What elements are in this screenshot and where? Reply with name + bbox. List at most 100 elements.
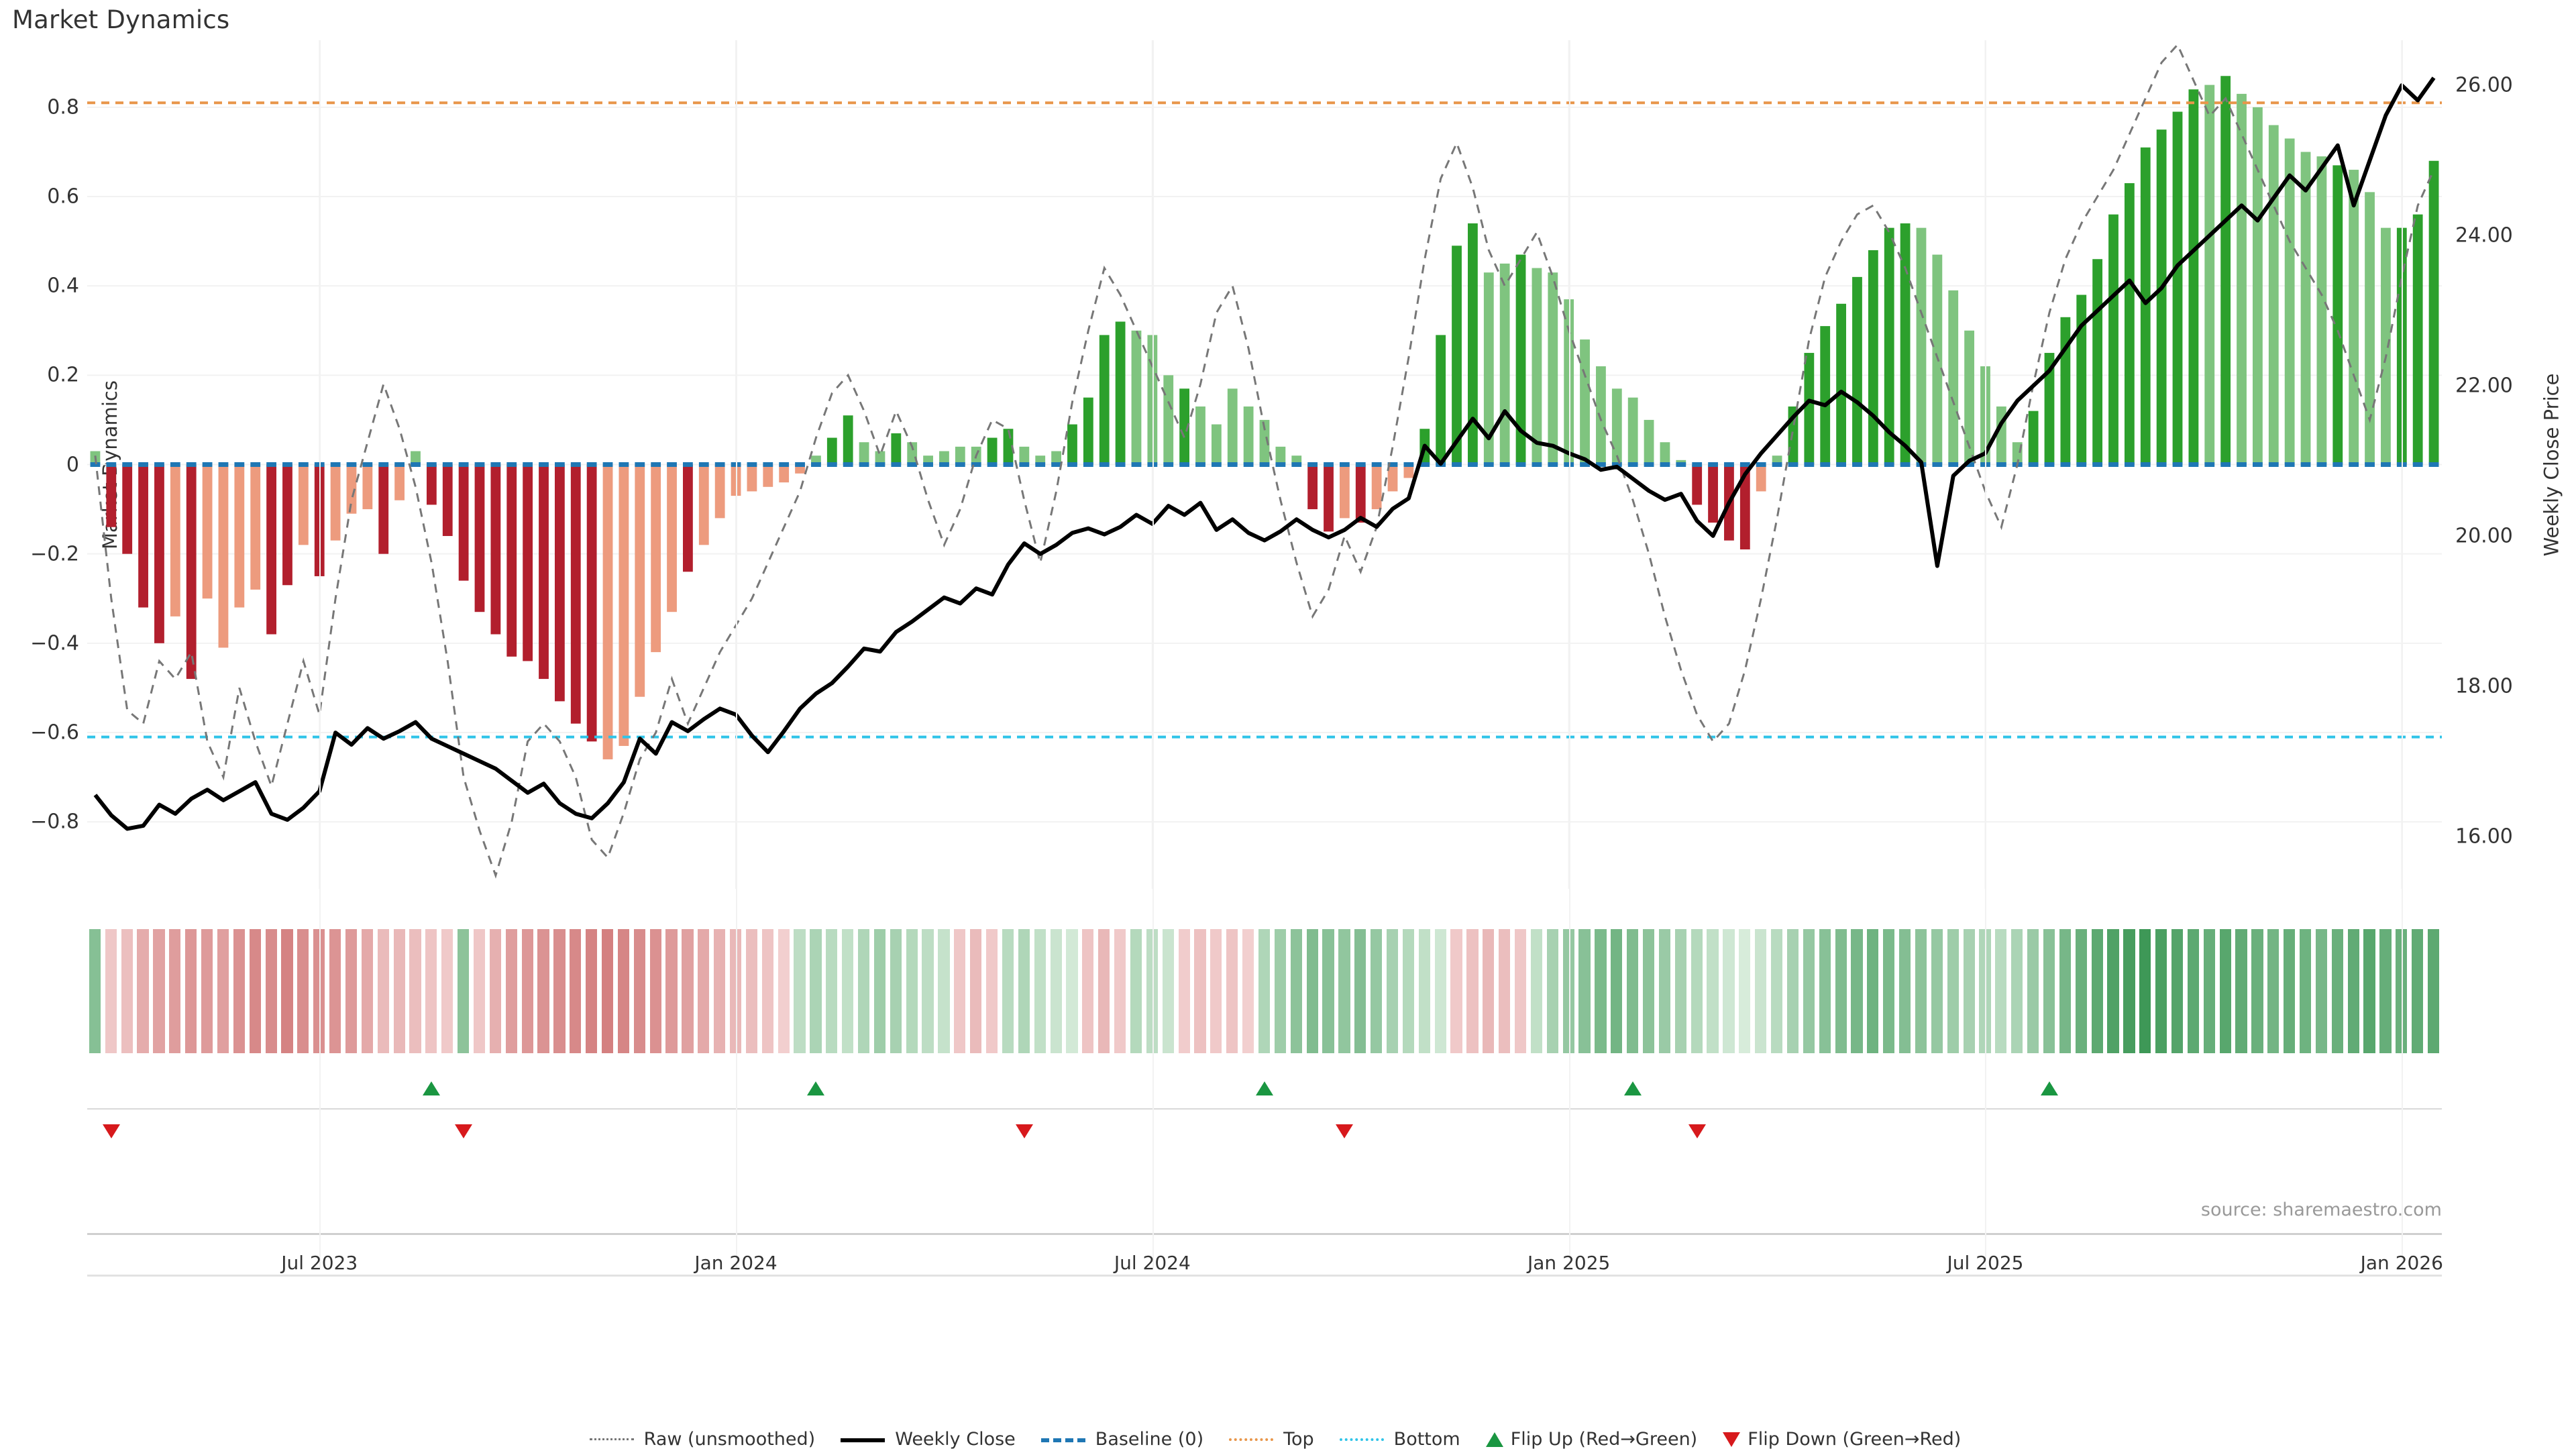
y-axis-right-tick-label: 16.00 — [2455, 824, 2513, 849]
heat-strip-cell — [185, 929, 197, 1053]
dynamics-bar — [891, 433, 902, 465]
heat-strip-cell — [458, 929, 470, 1053]
heat-strip-cell — [1867, 929, 1879, 1053]
dynamics-bar — [2044, 353, 2055, 465]
raw-unsmoothed-line — [94, 42, 2435, 879]
dynamics-bar — [1259, 419, 1270, 465]
heat-strip-cell — [473, 929, 486, 1053]
flip-up-marker-icon — [423, 1081, 441, 1095]
heat-strip-cell — [2107, 929, 2119, 1053]
heat-strip-cell — [537, 929, 549, 1053]
legend-line-swatch — [589, 1438, 634, 1440]
dynamics-bar — [2140, 147, 2151, 465]
x-axis-gridline — [1985, 40, 1987, 1268]
dynamics-bar — [1852, 276, 1862, 465]
legend-item[interactable]: Baseline (0) — [1040, 1429, 1204, 1449]
dynamics-bar — [2300, 152, 2311, 465]
dynamics-bar — [2428, 160, 2439, 465]
y-axis-left-tick-label: −0.6 — [30, 720, 79, 745]
heat-strip-cell — [2347, 929, 2359, 1053]
heat-strip-cell — [2235, 929, 2247, 1053]
dynamics-bar — [442, 464, 453, 537]
main-plot-area: Market Dynamics Weekly Close Price 0.80.… — [30, 40, 2563, 889]
heat-strip-cell — [1963, 929, 1975, 1053]
dynamics-bar — [170, 464, 180, 616]
heat-strip-cell — [1066, 929, 1078, 1053]
heat-strip-cell — [2315, 929, 2328, 1053]
chart-legend: Raw (unsmoothed) Weekly Close Baseline (0)… — [0, 1429, 2576, 1449]
heat-strip-cell — [2203, 929, 2215, 1053]
heat-strip-cell — [2027, 929, 2039, 1053]
heat-strip-cell — [633, 929, 645, 1053]
dynamics-bar — [602, 464, 613, 759]
flip-marker-band — [87, 1067, 2442, 1187]
x-axis-gridline — [736, 40, 738, 1268]
heat-strip-cell — [1450, 929, 1462, 1053]
dynamics-bar — [698, 464, 709, 545]
legend-item[interactable]: Weekly Close — [841, 1429, 1016, 1449]
heat-strip-cell — [1306, 929, 1318, 1053]
legend-item[interactable]: Flip Down (Green→Red) — [1723, 1429, 1961, 1449]
heat-strip-cell — [1819, 929, 1831, 1053]
heat-strip-cell — [1002, 929, 1014, 1053]
legend-item[interactable]: Bottom — [1339, 1429, 1460, 1449]
heat-strip-cell — [313, 929, 325, 1053]
heat-strip-cell — [1995, 929, 2007, 1053]
heat-strip-cell — [1499, 929, 1511, 1053]
heat-strip-cell — [842, 929, 854, 1053]
heat-strip-cell — [970, 929, 982, 1053]
dynamics-bar — [2365, 192, 2375, 465]
heat-strip-cell — [361, 929, 373, 1053]
flip-up-marker-icon — [1624, 1081, 1642, 1095]
dynamics-bar — [2381, 227, 2391, 465]
flip-down-triangle-icon — [1723, 1432, 1741, 1447]
heat-strip-cell — [1755, 929, 1767, 1053]
legend-item[interactable]: Raw (unsmoothed) — [589, 1429, 815, 1449]
heat-strip-cell — [1835, 929, 1847, 1053]
dynamics-bar — [714, 464, 725, 519]
dynamics-bar — [667, 464, 677, 612]
heat-strip-cell — [89, 929, 101, 1053]
heat-strip-cell — [761, 929, 773, 1053]
legend-line-swatch — [1339, 1438, 1384, 1441]
heat-strip-cell — [1707, 929, 1719, 1053]
dynamics-bar — [1324, 464, 1334, 532]
dynamics-bar — [1916, 227, 1927, 465]
dynamics-bar — [1627, 397, 1638, 465]
flip-up-marker-icon — [2041, 1081, 2058, 1095]
heat-strip-cell — [2091, 929, 2103, 1053]
heat-strip-cell — [1595, 929, 1607, 1053]
legend-item[interactable]: Flip Up (Red→Green) — [1485, 1429, 1697, 1449]
flip-down-marker-icon — [1688, 1124, 1706, 1138]
x-axis-tick-label: Jul 2025 — [1947, 1252, 2024, 1274]
heat-strip-cell — [121, 929, 133, 1053]
legend-label: Baseline (0) — [1095, 1429, 1204, 1449]
y-axis-right-tick-label: 18.00 — [2455, 674, 2513, 698]
dynamics-bar — [2092, 259, 2103, 465]
dynamics-bar — [779, 464, 790, 483]
heat-strip-cell — [1098, 929, 1110, 1053]
dynamics-bar — [1371, 464, 1382, 510]
legend-label: Bottom — [1393, 1429, 1460, 1449]
heat-strip-cell — [521, 929, 533, 1053]
dynamics-bar — [411, 451, 421, 465]
dynamics-bar — [1964, 330, 1975, 465]
dynamics-bar — [154, 464, 164, 643]
heat-strip-cell — [1642, 929, 1655, 1053]
x-axis-tick-label: Jan 2024 — [694, 1252, 777, 1274]
heat-strip-cell — [441, 929, 453, 1053]
dynamics-bar — [1051, 451, 1061, 465]
heat-strip-cell — [505, 929, 517, 1053]
legend-item[interactable]: Top — [1229, 1429, 1314, 1449]
dynamics-bar — [1452, 246, 1462, 465]
dynamics-bar — [1211, 424, 1222, 465]
dynamics-bar — [523, 464, 533, 661]
dynamics-bar — [218, 464, 229, 648]
dynamics-bar — [843, 415, 853, 465]
heat-strip-cell — [1322, 929, 1334, 1053]
heat-strip-cell — [2396, 929, 2408, 1053]
heat-strip-cell — [1690, 929, 1703, 1053]
dynamics-bar — [2349, 170, 2359, 465]
heat-strip-cell — [2011, 929, 2023, 1053]
heat-strip-cell — [1226, 929, 1238, 1053]
